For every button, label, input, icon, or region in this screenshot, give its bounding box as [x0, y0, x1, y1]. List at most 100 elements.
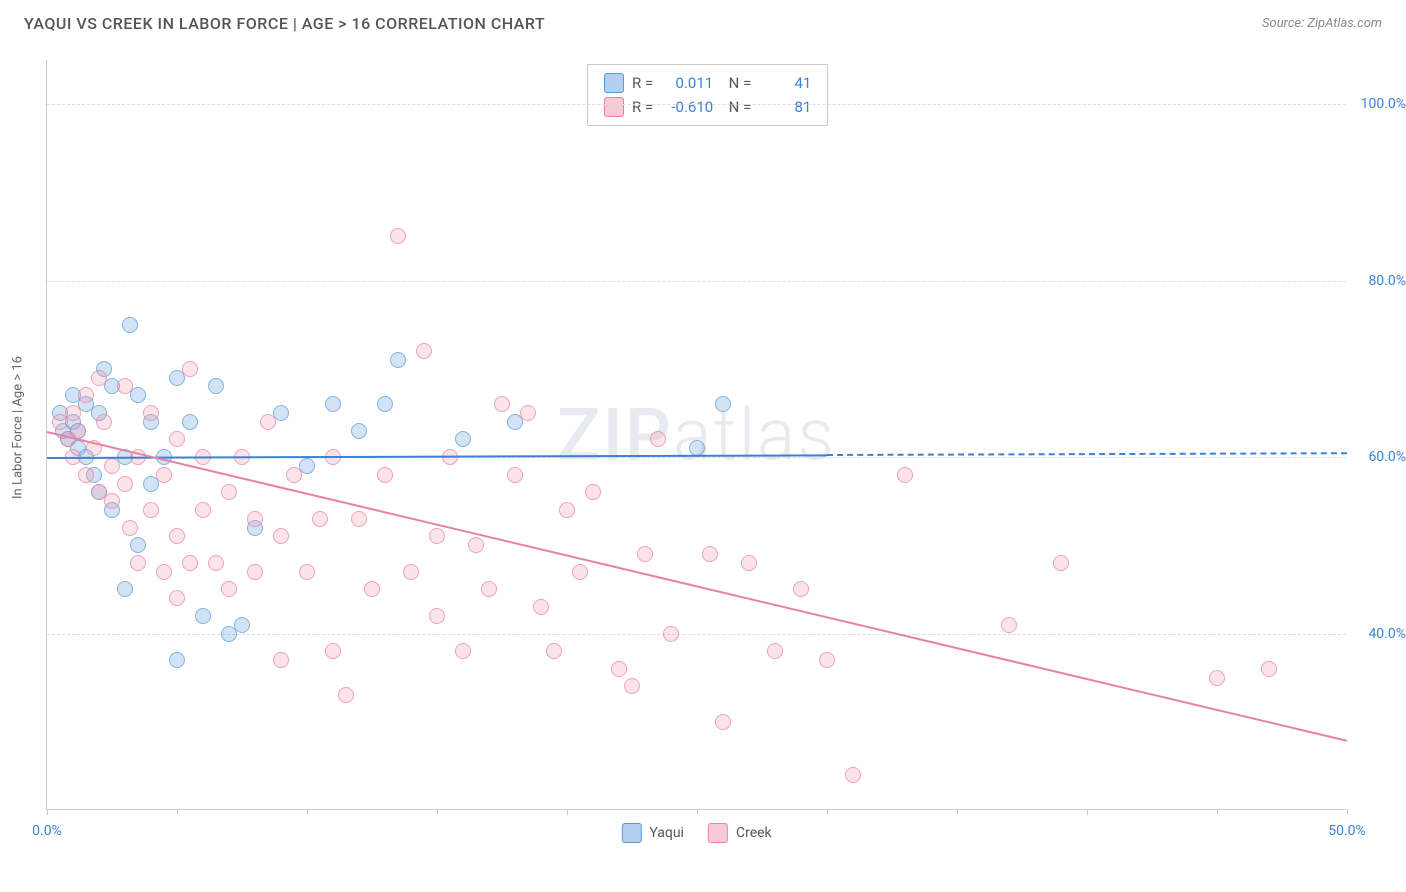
series-legend: Yaqui Creek: [621, 823, 771, 843]
data-point: [520, 405, 536, 421]
data-point: [650, 431, 666, 447]
data-point: [195, 608, 211, 624]
data-point: [1001, 617, 1017, 633]
data-point: [481, 581, 497, 597]
xtick: [177, 809, 178, 815]
gridline: [47, 281, 1346, 282]
data-point: [156, 564, 172, 580]
swatch-pink-icon: [708, 823, 728, 843]
data-point: [234, 617, 250, 633]
data-point: [364, 581, 380, 597]
data-point: [247, 564, 263, 580]
data-point: [1053, 555, 1069, 571]
data-point: [169, 590, 185, 606]
gridline: [47, 634, 1346, 635]
watermark: ZIPatlas: [557, 392, 836, 477]
data-point: [286, 467, 302, 483]
xtick: [307, 809, 308, 815]
chart-title: YAQUI VS CREEK IN LABOR FORCE | AGE > 16…: [24, 14, 545, 33]
data-point: [403, 564, 419, 580]
data-point: [585, 484, 601, 500]
xtick: [1217, 809, 1218, 815]
data-point: [117, 476, 133, 492]
data-point: [260, 414, 276, 430]
data-point: [117, 378, 133, 394]
data-point: [416, 343, 432, 359]
data-point: [390, 352, 406, 368]
data-point: [117, 581, 133, 597]
data-point: [338, 687, 354, 703]
data-point: [637, 546, 653, 562]
data-point: [122, 520, 138, 536]
header: YAQUI VS CREEK IN LABOR FORCE | AGE > 16…: [0, 0, 1406, 41]
stats-row-creek: R = -0.610 N = 81: [604, 95, 811, 119]
swatch-pink-icon: [604, 97, 624, 117]
data-point: [715, 714, 731, 730]
trend-line: [827, 453, 1347, 457]
data-point: [793, 581, 809, 597]
stats-row-yaqui: R = 0.011 N = 41: [604, 71, 811, 95]
data-point: [819, 652, 835, 668]
data-point: [507, 467, 523, 483]
data-point: [325, 396, 341, 412]
data-point: [247, 511, 263, 527]
data-point: [130, 387, 146, 403]
data-point: [143, 502, 159, 518]
ytick-label: 80.0%: [1368, 273, 1406, 289]
data-point: [273, 528, 289, 544]
data-point: [130, 537, 146, 553]
data-point: [559, 502, 575, 518]
data-point: [91, 370, 107, 386]
data-point: [104, 493, 120, 509]
xtick: [1087, 809, 1088, 815]
xtick-label: 50.0%: [1328, 823, 1366, 839]
data-point: [325, 643, 341, 659]
data-point: [429, 608, 445, 624]
data-point: [429, 528, 445, 544]
data-point: [143, 405, 159, 421]
stats-legend: R = 0.011 N = 41 R = -0.610 N = 81: [587, 64, 828, 126]
data-point: [455, 431, 471, 447]
data-point: [273, 652, 289, 668]
data-point: [169, 652, 185, 668]
data-point: [130, 555, 146, 571]
gridline: [47, 104, 1346, 105]
data-point: [468, 537, 484, 553]
xtick: [47, 809, 48, 815]
xtick: [567, 809, 568, 815]
data-point: [845, 767, 861, 783]
xtick: [957, 809, 958, 815]
scatter-chart: ZIPatlas R = 0.011 N = 41 R = -0.610 N =…: [46, 60, 1346, 810]
data-point: [377, 396, 393, 412]
data-point: [546, 643, 562, 659]
data-point: [702, 546, 718, 562]
legend-item-creek: Creek: [708, 823, 772, 843]
ytick-label: 100.0%: [1361, 96, 1406, 112]
data-point: [208, 378, 224, 394]
data-point: [390, 228, 406, 244]
data-point: [455, 643, 471, 659]
data-point: [1209, 670, 1225, 686]
data-point: [767, 643, 783, 659]
data-point: [104, 458, 120, 474]
data-point: [663, 626, 679, 642]
data-point: [1261, 661, 1277, 677]
y-axis-label: In Labor Force | Age > 16: [11, 356, 26, 499]
data-point: [169, 431, 185, 447]
data-point: [208, 555, 224, 571]
data-point: [624, 678, 640, 694]
xtick: [827, 809, 828, 815]
data-point: [494, 396, 510, 412]
data-point: [182, 361, 198, 377]
data-point: [351, 423, 367, 439]
data-point: [572, 564, 588, 580]
xtick: [437, 809, 438, 815]
xtick-label: 0.0%: [32, 823, 62, 839]
data-point: [221, 484, 237, 500]
data-point: [182, 414, 198, 430]
data-point: [195, 502, 211, 518]
xtick: [697, 809, 698, 815]
ytick-label: 60.0%: [1368, 449, 1406, 465]
data-point: [351, 511, 367, 527]
data-point: [96, 414, 112, 430]
